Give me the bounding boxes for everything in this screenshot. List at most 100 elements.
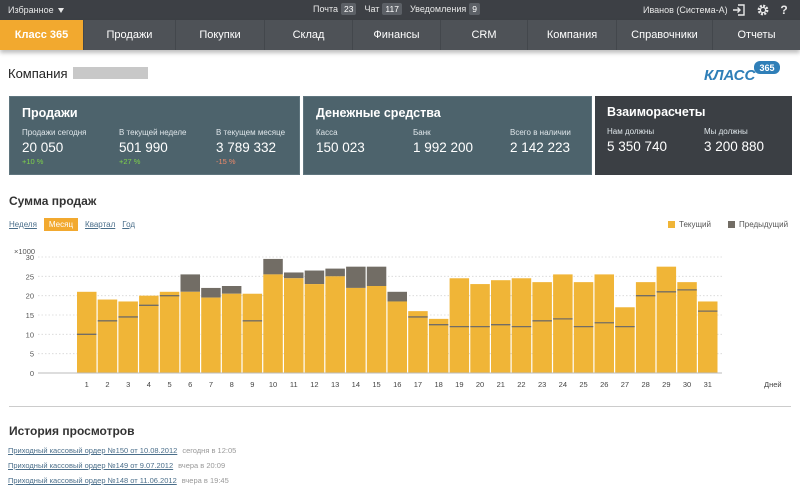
bar-current <box>387 301 407 373</box>
bar-current <box>97 299 118 373</box>
nav-crm[interactable]: CRM <box>441 20 528 50</box>
cash-register-value: 150 023 <box>316 140 365 155</box>
bar-previous <box>304 270 325 285</box>
x-tick-label: 13 <box>331 380 339 389</box>
sales-month-change: -15 % <box>216 157 236 166</box>
bar-previous <box>366 266 387 286</box>
x-tick-label: 26 <box>600 380 608 389</box>
receivables-label: Нам должны <box>607 127 655 136</box>
legend-current-label: Текущий <box>679 220 711 229</box>
gear-icon[interactable] <box>756 3 770 17</box>
x-tick-label: 16 <box>393 380 401 389</box>
section-divider <box>9 406 791 407</box>
notifications-count-badge: 9 <box>469 3 480 15</box>
x-tick-label: 8 <box>230 380 234 389</box>
bar-previous <box>201 287 221 298</box>
y-tick-label: 10 <box>26 330 34 339</box>
x-tick-label: 15 <box>372 380 380 389</box>
tab-week[interactable]: Неделя <box>9 220 37 229</box>
history-link[interactable]: Приходный кассовый ордер №149 от 9.07.20… <box>8 461 174 470</box>
nav-sales[interactable]: Продажи <box>84 20 176 50</box>
bar-current <box>221 293 242 373</box>
history-time: вчера в 20:09 <box>178 461 226 470</box>
receivables-value: 5 350 740 <box>607 139 668 154</box>
bar-current <box>428 318 449 373</box>
history-link[interactable]: Приходный кассовый ордер №148 от 11.06.2… <box>8 476 177 485</box>
legend-previous-swatch <box>728 221 735 228</box>
sales-panel: Продажи Продажи сегодня 20 050 +10 % В т… <box>9 96 300 175</box>
bar-current <box>180 291 200 373</box>
mail-counter[interactable]: Почта 23 <box>313 3 357 15</box>
nav-company[interactable]: Компания <box>528 20 617 50</box>
x-tick-label: 24 <box>559 380 567 389</box>
history-link[interactable]: Приходный кассовый ордер №150 от 10.08.2… <box>8 446 178 455</box>
company-name-redacted <box>72 67 148 79</box>
cash-total: Всего в наличии 2 142 223 <box>510 128 571 155</box>
x-tick-label: 19 <box>455 380 463 389</box>
mail-count-badge: 23 <box>341 3 357 15</box>
cash-panel-title: Денежные средства <box>316 106 441 120</box>
nav-klass365[interactable]: Класс 365 <box>0 20 84 50</box>
user-name[interactable]: Иванов (Система-А) <box>643 5 728 15</box>
nav-purchases[interactable]: Покупки <box>176 20 265 50</box>
bar-previous <box>346 266 366 288</box>
bar-current <box>346 287 366 373</box>
payables-label: Мы должны <box>704 127 748 136</box>
y-tick-label: 5 <box>30 350 34 359</box>
legend-previous-label: Предыдущий <box>739 220 789 229</box>
bar-current <box>615 307 635 373</box>
x-tick-label: 28 <box>641 380 649 389</box>
bar-current <box>698 301 718 373</box>
history-title: История просмотров <box>9 424 135 438</box>
sales-month-value: 3 789 332 <box>216 140 277 155</box>
notifications-counter[interactable]: Уведомления 9 <box>410 3 480 15</box>
cash-register: Касса 150 023 <box>316 128 413 155</box>
nav-reports[interactable]: Отчеты <box>737 29 776 41</box>
favorites-dropdown[interactable]: Избранное <box>8 5 64 15</box>
sales-month: В текущем месяце 3 789 332 -15 % <box>216 128 285 166</box>
legend-previous: Предыдущий <box>728 220 788 229</box>
nav-references[interactable]: Справочники <box>617 20 713 50</box>
bar-current <box>573 282 594 373</box>
bar-current <box>118 301 138 373</box>
cash-bank-value: 1 992 200 <box>413 140 474 155</box>
y-tick-label: 25 <box>26 272 34 281</box>
nav-finance[interactable]: Финансы <box>353 20 441 50</box>
x-tick-label: 7 <box>209 380 213 389</box>
bar-current <box>242 293 263 373</box>
y-tick-label: 20 <box>26 292 34 301</box>
tab-quarter[interactable]: Квартал <box>85 220 116 229</box>
payables-value: 3 200 880 <box>704 139 765 154</box>
bar-current <box>284 278 304 373</box>
cash-register-label: Касса <box>316 128 338 137</box>
sales-today-change: +10 % <box>22 157 44 166</box>
x-tick-label: 17 <box>414 380 422 389</box>
history-item: Приходный кассовый ордер №148 от 11.06.2… <box>8 476 229 485</box>
x-tick-label: 29 <box>662 380 670 389</box>
bar-current <box>263 274 283 373</box>
chat-counter[interactable]: Чат 117 <box>364 3 402 15</box>
sales-week-change: +27 % <box>119 157 141 166</box>
tab-month[interactable]: Месяц <box>43 218 79 231</box>
tab-year[interactable]: Год <box>122 220 136 229</box>
bar-previous <box>284 272 304 279</box>
main-nav: Класс 365 Продажи Покупки Склад Финансы … <box>0 20 800 50</box>
nav-warehouse[interactable]: Склад <box>265 20 353 50</box>
x-tick-label: 23 <box>538 380 546 389</box>
company-label: Компания <box>8 66 68 81</box>
history-time: вчера в 19:45 <box>181 476 229 485</box>
counters: Почта 23 Чат 117 Уведомления 9 <box>313 3 488 15</box>
chat-label: Чат <box>364 4 380 14</box>
x-tick-label: 11 <box>290 380 298 389</box>
x-tick-label: 3 <box>126 380 130 389</box>
logo-number: 365 <box>759 63 774 73</box>
logout-icon[interactable] <box>732 3 746 17</box>
bar-current <box>635 282 656 373</box>
payables: Мы должны 3 200 880 <box>704 127 764 154</box>
x-tick-label: 2 <box>105 380 109 389</box>
x-tick-label: 18 <box>434 380 442 389</box>
x-tick-label: 5 <box>167 380 171 389</box>
x-tick-label: 20 <box>476 380 484 389</box>
help-icon[interactable]: ? <box>780 3 788 17</box>
